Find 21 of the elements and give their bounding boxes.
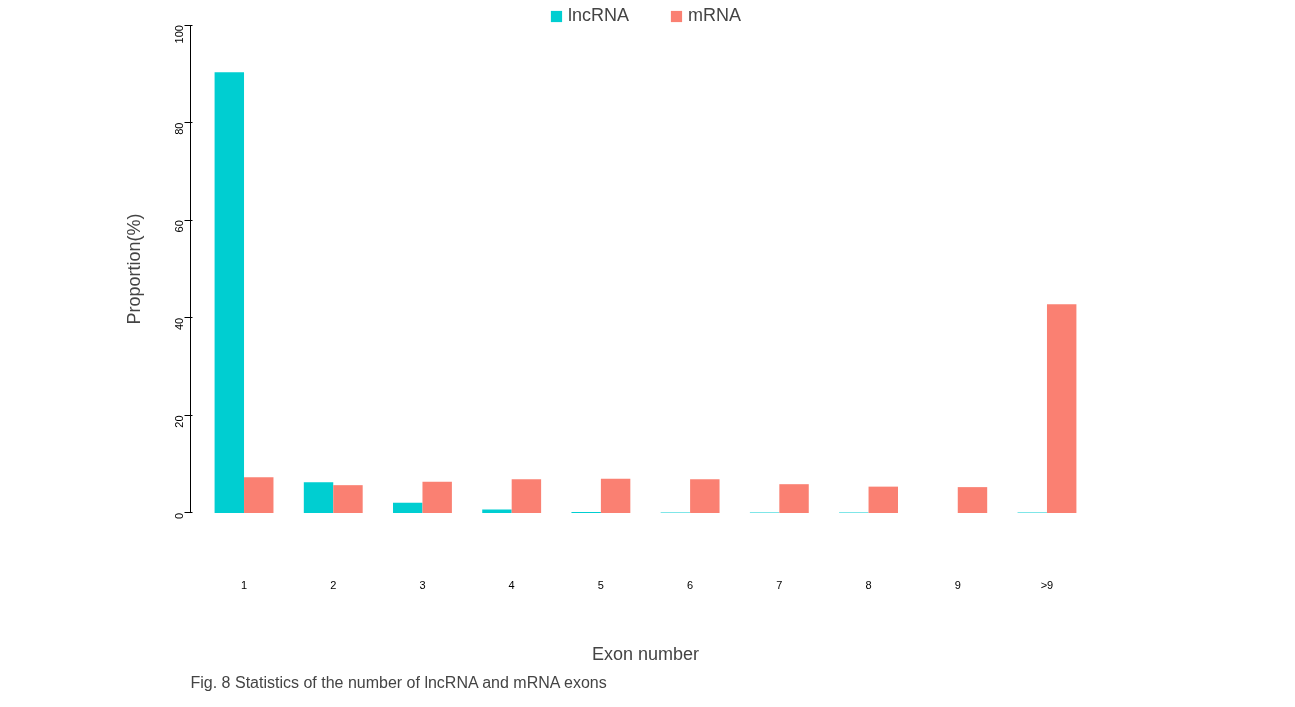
x-tick-label: 8 [865, 578, 872, 591]
x-tick-label: 7 [776, 578, 783, 591]
y-tick-label: 60 [173, 220, 186, 233]
x-tick-label: 6 [687, 578, 694, 591]
y-tick-label: 40 [173, 317, 186, 331]
x-tick-label: 4 [508, 578, 515, 591]
legend-label: mRNA [688, 5, 742, 26]
legend-label: lncRNA [567, 5, 630, 26]
x-axis-title: Exon number [591, 643, 700, 664]
x-tick-label: 3 [419, 578, 426, 591]
x-tick-label: >9 [1040, 578, 1054, 591]
y-axis-title: Proportion(%) [123, 213, 144, 325]
x-tick-label: 2 [330, 578, 337, 591]
y-tick-label: 100 [173, 25, 186, 44]
x-tick-label: 9 [954, 578, 961, 591]
y-tick-label: 20 [173, 415, 186, 428]
x-tick-label: 1 [240, 578, 248, 591]
y-tick-label: 0 [173, 512, 186, 520]
x-tick-label: 5 [597, 578, 604, 591]
y-tick-label: 80 [173, 122, 186, 135]
caption: Fig. 8 Statistics of the number of lncRNA and mRNA exons [190, 673, 607, 691]
